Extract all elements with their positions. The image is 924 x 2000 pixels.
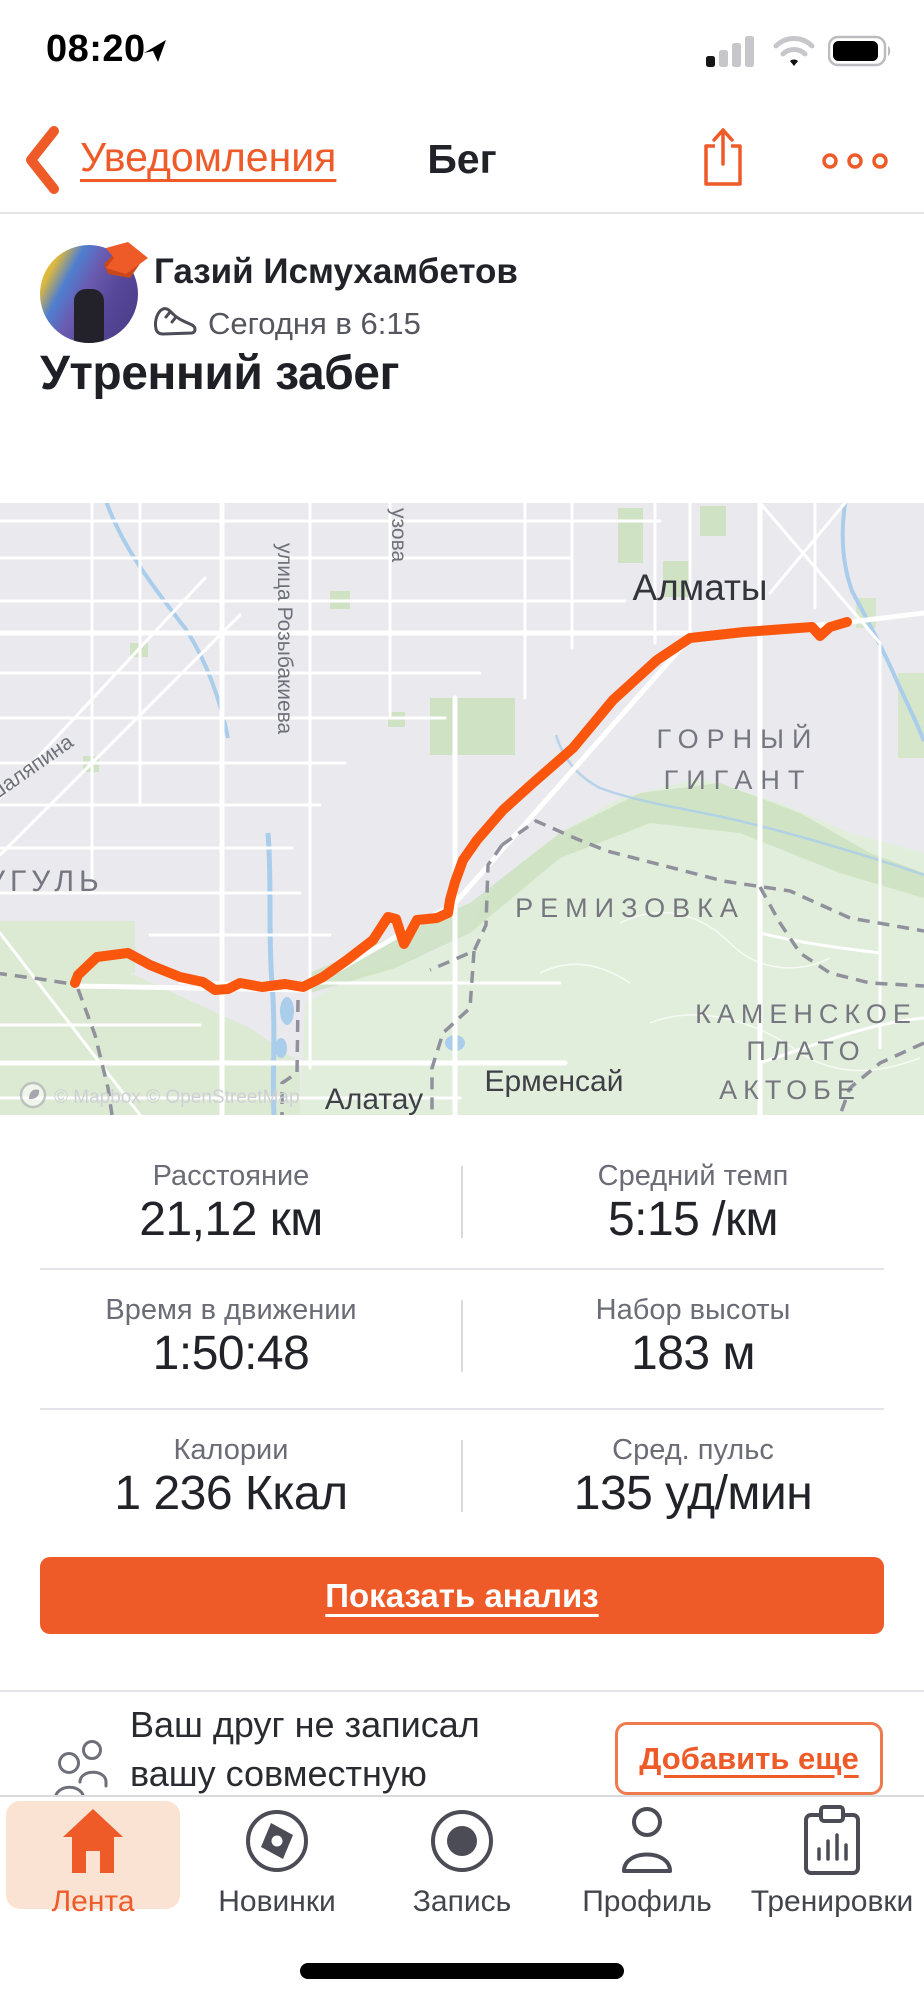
- stat-value-distance: 21,12 км: [139, 1193, 323, 1246]
- avatar[interactable]: [40, 245, 138, 343]
- home-icon: [63, 1809, 123, 1873]
- page-title: Бег: [427, 136, 497, 182]
- stat-label-pace: Средний темп: [597, 1160, 789, 1192]
- map-green-corridor: [310, 783, 924, 993]
- map-label-plato: ПЛАТО: [746, 1036, 865, 1066]
- stat-label-distance: Расстояние: [152, 1160, 310, 1192]
- map-label-gorny-2: ГИГАНТ: [664, 765, 813, 795]
- stat-value-pace: 5:15 /км: [607, 1193, 779, 1246]
- map-label-alatau: Алатау: [325, 1083, 423, 1115]
- map-label-city: Алматы: [632, 567, 767, 608]
- stat-value-calories: 1 236 Ккал: [114, 1467, 348, 1520]
- map-label-ugul: УГУЛЬ: [0, 865, 104, 898]
- tab-news-label: Новинки: [218, 1885, 336, 1918]
- people-icon: [53, 1740, 108, 1802]
- map-label-ermensay: Ерменсай: [484, 1065, 623, 1098]
- wifi-icon: [773, 36, 815, 66]
- avatar-arrow-badge: [104, 242, 148, 278]
- share-icon[interactable]: [698, 124, 748, 190]
- stat-label-elevation: Набор высоты: [595, 1294, 791, 1326]
- tab-feed-label: Лента: [51, 1885, 135, 1918]
- tab-profile-label: Профиль: [582, 1885, 712, 1918]
- map-boundaries: [0, 819, 924, 1115]
- back-button[interactable]: [22, 124, 62, 196]
- map-attribution: © Mapbox © OpenStreetMap: [54, 1087, 300, 1108]
- map-label-kamenskoe: КАМЕНСКОЕ: [695, 999, 917, 1029]
- stat-label-heart-rate: Сред. пульс: [612, 1434, 774, 1466]
- stats-col-divider-3: [461, 1440, 463, 1512]
- back-link[interactable]: Уведомления: [80, 134, 337, 180]
- profile-icon: [622, 1807, 672, 1873]
- signal-bars-icon: [706, 36, 754, 67]
- more-dots-icon[interactable]: [818, 146, 894, 176]
- map-label-remizovka: РЕМИЗОВКА: [515, 893, 745, 923]
- show-analysis-button[interactable]: Показать анализ: [40, 1557, 884, 1634]
- author-name[interactable]: Газий Исмухамбетов: [154, 252, 518, 291]
- tab-news[interactable]: Новинки: [185, 1801, 369, 1931]
- battery-icon: [828, 35, 891, 67]
- home-indicator[interactable]: [300, 1963, 624, 1979]
- training-icon: [804, 1805, 860, 1875]
- header-divider: [0, 212, 924, 214]
- tab-feed[interactable]: Лента: [1, 1801, 185, 1931]
- stats-row-divider-2: [40, 1408, 884, 1410]
- map-roads-minor: [0, 503, 924, 1115]
- status-time: 08:20: [46, 28, 146, 70]
- stat-label-calories: Калории: [173, 1434, 289, 1466]
- record-icon: [431, 1810, 493, 1872]
- stats-col-divider-1: [461, 1166, 463, 1238]
- tab-record[interactable]: Запись: [370, 1801, 554, 1931]
- mapbox-logo-icon[interactable]: [19, 1081, 47, 1109]
- stat-value-heart-rate: 135 уд/мин: [573, 1467, 813, 1520]
- map-label-rozybakieva: улица Розыбакиева: [273, 543, 296, 735]
- friend-prompt-line1: Ваш друг не записал: [130, 1704, 480, 1745]
- section-divider: [0, 1690, 924, 1692]
- route-line: [70, 617, 852, 995]
- activity-title: Утренний забег: [40, 347, 399, 400]
- friend-prompt-line2: вашу совместную: [130, 1753, 427, 1794]
- post-timestamp: Сегодня в 6:15: [208, 306, 421, 341]
- map-label-gorny-1: ГОРНЫЙ: [657, 723, 820, 754]
- stat-label-moving-time: Время в движении: [105, 1294, 357, 1326]
- route-map[interactable]: Алматы ГОРНЫЙ ГИГАНТ РЕМИЗОВКА КАМЕНСКОЕ…: [0, 503, 924, 1115]
- running-shoe-icon: [154, 307, 197, 336]
- add-more-button[interactable]: Добавить еще: [615, 1722, 883, 1795]
- add-more-label: Добавить еще: [639, 1740, 859, 1776]
- compass-icon: [246, 1810, 308, 1872]
- stat-value-elevation: 183 м: [631, 1327, 755, 1380]
- show-analysis-label: Показать анализ: [325, 1576, 599, 1614]
- tab-training[interactable]: Тренировки: [740, 1801, 924, 1931]
- stats-col-divider-2: [461, 1300, 463, 1372]
- tab-training-label: Тренировки: [750, 1885, 914, 1918]
- map-label-uzova: узова: [387, 508, 410, 562]
- stat-value-moving-time: 1:50:48: [152, 1327, 310, 1380]
- tab-profile[interactable]: Профиль: [555, 1801, 739, 1931]
- map-label-aktobe: АКТОБЕ: [719, 1075, 861, 1105]
- status-icons: [706, 34, 894, 68]
- location-arrow-icon: [144, 40, 166, 62]
- tab-record-label: Запись: [412, 1885, 512, 1918]
- stats-row-divider-1: [40, 1268, 884, 1270]
